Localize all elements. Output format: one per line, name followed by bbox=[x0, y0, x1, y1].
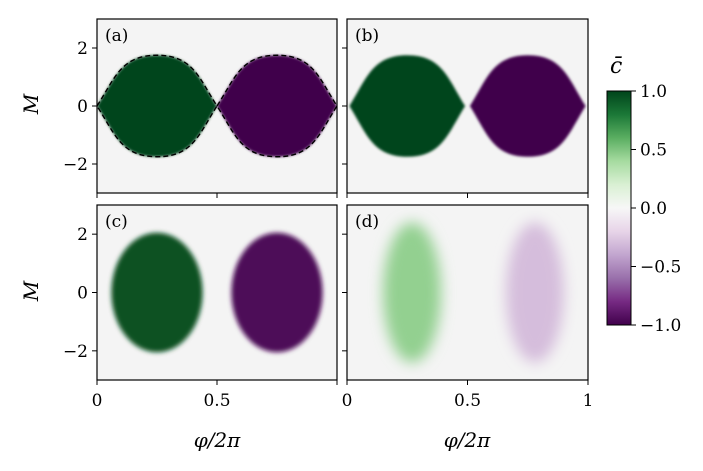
positive-blob bbox=[383, 222, 441, 363]
ylabel-bottom: M bbox=[19, 280, 43, 302]
panel-label: (d) bbox=[355, 212, 379, 232]
colorbar: c̄ 1.0 0.5 0.0 −0.5 −1.0 bbox=[606, 54, 681, 336]
panel-b: (b) bbox=[342, 18, 589, 198]
negative-blob bbox=[231, 232, 323, 353]
colorbar-gradient bbox=[606, 90, 632, 326]
x-tick-label: 0.5 bbox=[454, 391, 481, 411]
negative-blob bbox=[469, 55, 586, 157]
y-tick-label: −2 bbox=[63, 155, 88, 175]
colorbar-tick-label: 1.0 bbox=[640, 82, 667, 102]
x-tick-label: 0.5 bbox=[203, 391, 230, 411]
boundary-curve bbox=[216, 54, 337, 158]
panel-label: (a) bbox=[105, 26, 128, 46]
y-tick-label: 0 bbox=[77, 284, 88, 304]
panel-c: (c) 2 0 −2 0 0.5 bbox=[63, 204, 338, 411]
negative-blob bbox=[506, 222, 564, 363]
panels: (a) 2 0 −2 (b) (c) 2 0 −2 0 0.5 (d) 0 0.5 1 bbox=[63, 18, 594, 411]
panel-d: (d) 0 0.5 1 bbox=[342, 204, 594, 411]
x-tick-label: 0 bbox=[92, 391, 103, 411]
panel-a: (a) 2 0 −2 bbox=[63, 18, 338, 198]
negative-blob bbox=[217, 55, 337, 157]
y-tick-label: −2 bbox=[63, 342, 88, 362]
panel-label: (c) bbox=[105, 212, 128, 232]
y-tick-label: 0 bbox=[77, 97, 88, 117]
x-tick-label: 1 bbox=[583, 391, 594, 411]
ylabel-top: M bbox=[19, 93, 43, 115]
colorbar-label: c̄ bbox=[610, 54, 622, 79]
positive-blob bbox=[97, 55, 217, 157]
positive-blob bbox=[111, 232, 203, 353]
colorbar-tick-label: −0.5 bbox=[640, 258, 681, 278]
panel-label: (b) bbox=[355, 26, 379, 46]
colorbar-tick-label: 0.5 bbox=[640, 141, 667, 161]
y-tick-label: 2 bbox=[77, 39, 88, 59]
x-tick-label: 0 bbox=[342, 391, 353, 411]
positive-blob bbox=[349, 55, 466, 157]
boundary-curve bbox=[97, 54, 218, 158]
colorbar-tick-label: 0.0 bbox=[640, 199, 667, 219]
y-tick-label: 2 bbox=[77, 225, 88, 245]
xlabel-right: φ/2π bbox=[444, 428, 491, 452]
colorbar-tick-label: −1.0 bbox=[640, 316, 681, 336]
xlabel-left: φ/2π bbox=[194, 428, 241, 452]
